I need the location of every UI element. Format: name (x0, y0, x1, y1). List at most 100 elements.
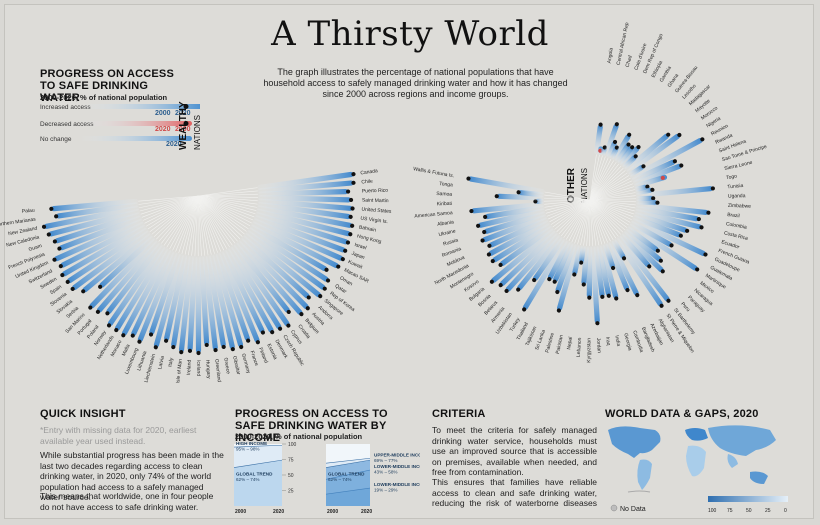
connector-line (589, 199, 594, 246)
increase-bar (59, 215, 143, 251)
connector-line (147, 195, 199, 230)
intro-text: The graph illustrates the percentage of … (263, 67, 568, 99)
value-2020-dot (572, 272, 577, 277)
increase-bar (631, 218, 706, 256)
connector-line (589, 199, 636, 209)
value-2020-dot (672, 159, 677, 164)
value-2020-dot (595, 321, 600, 326)
increase-bar (620, 146, 640, 167)
value-2020-dot (277, 326, 283, 331)
connector-line (156, 195, 199, 240)
income-series-range: 69% – 77% (374, 458, 398, 463)
connector-line (589, 155, 603, 201)
bar-group (498, 225, 554, 268)
value-2020-dot (153, 345, 158, 350)
country-label: US Virgin Is. (360, 216, 388, 226)
bar-group (209, 254, 235, 352)
value-2020-dot (498, 262, 503, 268)
connector-line (161, 195, 199, 244)
bar-group (633, 212, 690, 233)
value-2020-dot (677, 132, 682, 138)
income-y-tick: 75 (288, 458, 294, 464)
increase-bar (478, 208, 546, 228)
country-label: Ukraine (438, 228, 456, 238)
connector-line (149, 195, 199, 232)
value-2020-dot (658, 258, 663, 263)
increase-bar (171, 255, 191, 348)
bar-group (617, 235, 671, 303)
increase-bar (209, 254, 235, 350)
value-2020-dot (699, 225, 704, 230)
country-label: France (249, 350, 260, 367)
connector-line (589, 199, 632, 220)
connector-line (197, 195, 255, 218)
value-2020-dot (322, 286, 327, 291)
value-2020-dot (696, 216, 701, 222)
income-title: PROGRESS ON ACCESS TO SAFE DRINKING WATE… (235, 408, 388, 444)
connector-line (194, 195, 199, 256)
connector-line (151, 195, 199, 235)
increase-bar (488, 220, 550, 256)
bar-group (256, 208, 353, 237)
increase-bar (471, 201, 545, 214)
quick-insight-note: *Entry with missing data for 2020, earli… (40, 425, 197, 446)
value-2020-dot (148, 332, 154, 337)
bar-group (630, 137, 705, 180)
increase-bar (533, 237, 565, 281)
increase-bar (599, 244, 619, 299)
bar-group (65, 227, 149, 284)
connector-line (197, 195, 249, 229)
increase-bar (257, 171, 354, 190)
bar-group (137, 251, 178, 344)
country-label: United States (361, 207, 392, 215)
increase-bar (624, 133, 669, 172)
value-2020-dot (255, 340, 260, 345)
value-2020-dot (636, 144, 641, 150)
country-label: Nepal (566, 336, 574, 350)
value-2020-dot (486, 252, 492, 257)
bar-group (624, 229, 663, 263)
bar-group (202, 255, 218, 353)
connector-line (158, 195, 199, 242)
bar-group (632, 163, 684, 186)
legend-subtitle: 2000-2020, % of national population (40, 93, 168, 102)
value-2020-dot (239, 344, 244, 350)
increase-bar (178, 255, 194, 353)
world-map-gap (627, 490, 651, 493)
value-2020-dot (660, 269, 665, 274)
connector-line (546, 199, 591, 217)
criteria-p2: This ensures that families have reliable… (432, 477, 597, 509)
bar-group (628, 223, 700, 272)
legend-increase-bar (80, 104, 200, 109)
country-label: Gibraltar (231, 355, 241, 375)
value-2020-dot (610, 265, 616, 271)
bar-group (231, 244, 291, 328)
legend-increase-dot (183, 104, 189, 109)
bar-group (233, 242, 291, 315)
bar-group (469, 201, 545, 214)
value-2020-dot (703, 252, 708, 257)
connector-line (589, 199, 621, 235)
increase-bar (617, 146, 634, 165)
connector-line (197, 195, 257, 208)
world-map-land (608, 425, 776, 490)
value-2020-dot (614, 296, 619, 301)
connector-line (141, 195, 199, 218)
increase-bar (187, 255, 198, 351)
income-series-range: 43% – 58% (374, 470, 398, 475)
increase-bar (219, 251, 260, 343)
income-series-name: LOWER-MIDDLE INCOME (374, 464, 420, 469)
value-2020-dot (627, 132, 632, 137)
connector-line (580, 199, 591, 246)
value-2020-dot (647, 264, 652, 269)
criteria-title: CRITERIA (432, 408, 486, 420)
world-color-scale (708, 496, 788, 502)
connector-line (589, 177, 631, 201)
country-label: Jordan (595, 338, 602, 354)
connector-line (550, 199, 591, 225)
connector-line (589, 180, 632, 201)
increase-bar (54, 212, 141, 244)
connector-line (589, 162, 617, 201)
bar-group (247, 227, 331, 283)
connector-line (589, 154, 597, 201)
